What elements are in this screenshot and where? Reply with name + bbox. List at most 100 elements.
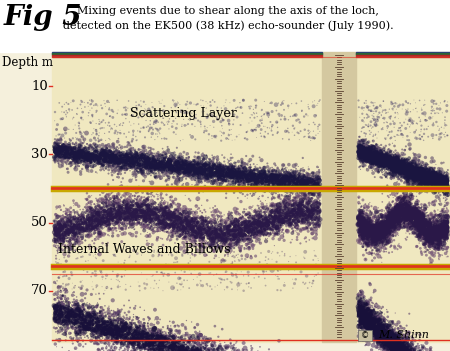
Point [405,118,413,123]
Point [443,223,450,229]
Point [187,220,194,225]
Point [366,143,373,149]
Point [440,231,447,237]
Point [205,171,212,176]
Point [189,262,196,267]
Point [254,232,261,238]
Point [355,213,362,219]
Point [380,343,387,349]
Point [85,231,92,237]
Point [187,350,194,351]
Point [167,344,175,350]
Point [152,163,159,169]
Point [375,319,382,324]
Point [206,169,213,174]
Point [217,167,225,173]
Point [107,331,114,336]
Point [395,133,402,138]
Point [76,324,83,330]
Point [177,222,184,228]
Point [210,175,217,180]
Point [271,179,279,185]
Point [100,98,108,104]
Point [392,233,399,239]
Point [115,156,122,162]
Point [209,166,216,172]
Point [134,157,141,163]
Point [371,100,378,106]
Point [209,184,216,189]
Point [198,162,205,168]
Point [114,211,122,217]
Point [392,224,399,230]
Point [257,108,265,114]
Point [138,336,145,342]
Point [197,242,204,247]
Point [400,152,407,158]
Point [104,214,112,220]
Point [94,156,101,162]
Point [62,230,69,236]
Point [170,319,177,325]
Point [374,105,381,110]
Point [129,232,136,238]
Point [363,236,370,241]
Point [439,184,446,190]
Point [383,156,390,162]
Point [63,245,70,250]
Point [139,172,146,177]
Point [246,177,253,182]
Point [198,167,206,172]
Point [194,158,201,163]
Point [441,220,448,226]
Point [314,216,321,221]
Point [360,205,368,211]
Point [359,144,366,149]
Point [376,220,383,226]
Point [238,256,245,262]
Point [212,244,219,249]
Point [224,170,231,176]
Point [439,187,446,193]
Point [86,217,93,223]
Point [412,169,419,175]
Point [120,319,127,325]
Point [360,152,367,158]
Point [357,318,364,324]
Point [91,213,98,218]
Point [432,175,439,181]
Point [172,214,180,219]
Point [426,227,433,232]
Point [281,180,288,186]
Point [399,165,406,171]
Point [54,155,61,160]
Point [119,226,126,231]
Point [369,162,376,168]
Point [196,237,203,242]
Point [289,169,296,174]
Point [434,184,441,190]
Point [270,172,278,178]
Point [419,210,426,215]
Point [101,225,108,231]
Point [99,198,107,203]
Point [134,316,141,322]
Point [64,315,72,320]
Point [420,229,427,234]
Point [370,337,377,343]
Point [110,308,117,314]
Point [217,235,225,241]
Point [194,161,201,167]
Point [151,336,158,342]
Point [418,168,426,173]
Point [266,177,273,182]
Point [69,214,76,220]
Point [224,216,231,222]
Point [116,150,123,155]
Point [429,237,436,243]
Point [431,174,438,180]
Point [158,340,165,345]
Point [155,333,162,339]
Point [288,199,296,204]
Point [126,200,133,206]
